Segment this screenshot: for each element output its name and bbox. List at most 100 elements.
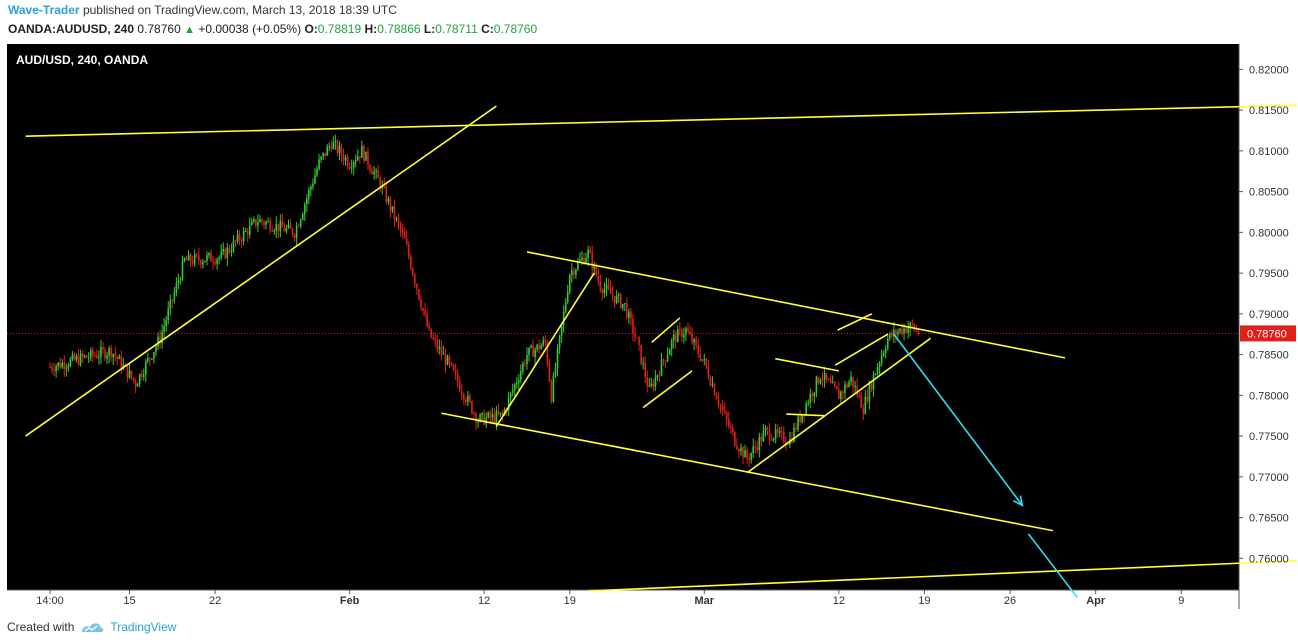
candle-body (491, 413, 494, 418)
candle-body (587, 249, 589, 259)
candle-body (456, 373, 459, 383)
candle-body (658, 375, 661, 377)
candle-body (426, 314, 428, 327)
candle-body (493, 413, 496, 423)
candle-body (253, 219, 255, 222)
candle-body (71, 354, 74, 360)
candle-body (405, 238, 408, 245)
candle-body (138, 374, 141, 385)
author-link[interactable]: Wave-Trader (8, 3, 80, 17)
candle-body (764, 428, 767, 432)
chart-area[interactable]: 0.78760 0.82000 0.81500 0.81000 0.80500 0.80… (7, 44, 1297, 609)
tradingview-link[interactable]: TradingView (110, 620, 177, 634)
candle-body (67, 365, 70, 368)
candle-body (385, 186, 388, 202)
candle-body (185, 258, 188, 261)
candle-body (479, 414, 481, 422)
candle-body (316, 168, 318, 176)
candle-body (318, 159, 320, 169)
candle-body (876, 367, 879, 374)
candle-body (61, 362, 64, 368)
candle-body (687, 328, 689, 332)
candle-body (583, 257, 585, 264)
candle-body (917, 330, 920, 334)
candle-body (799, 416, 801, 423)
candle-body (132, 377, 135, 381)
candle-body (92, 350, 94, 356)
candle-body (797, 416, 799, 430)
candle-body (409, 256, 412, 269)
plot-background[interactable] (7, 44, 1239, 590)
price-tick-label: 0.82000 (1249, 64, 1289, 76)
candle-body (817, 377, 820, 384)
candle-body (677, 329, 679, 343)
candle-body (183, 258, 186, 261)
candle-body (285, 227, 288, 232)
candle-body (181, 260, 184, 280)
candle-body (723, 410, 726, 413)
candle-body (365, 151, 367, 161)
candle-body (742, 447, 744, 458)
candle-body (595, 264, 598, 275)
candle-body (632, 318, 634, 334)
candle-body (169, 299, 172, 309)
candle-body (422, 308, 424, 311)
projection-arrow-head (1013, 495, 1024, 507)
candle-body (868, 383, 871, 402)
candle-body (650, 383, 653, 386)
price-chart[interactable]: 0.78760 0.82000 0.81500 0.81000 0.80500 0.80… (7, 44, 1297, 609)
candle-body (303, 204, 306, 215)
candle-body (891, 332, 893, 337)
candle-body (886, 338, 889, 349)
candle-body (746, 450, 748, 460)
candle-body (354, 160, 357, 163)
time-axis[interactable] (7, 590, 1239, 609)
candle-body (601, 290, 604, 294)
candle-body (471, 401, 473, 414)
candle-body (823, 373, 826, 381)
candle-body (597, 274, 600, 281)
candle-body (778, 431, 781, 433)
candle-body (846, 384, 848, 387)
candle-body (573, 270, 575, 275)
candle-body (220, 251, 223, 258)
candle-body (81, 353, 84, 357)
candle-body (634, 333, 636, 338)
trendline (642, 370, 693, 409)
candle-body (208, 252, 210, 256)
candle-body (829, 379, 832, 383)
price-ticks: 0.82000 0.81500 0.81000 0.80500 0.80000 0.795… (1239, 64, 1289, 565)
candle-body (511, 390, 514, 393)
candle-body (314, 175, 316, 184)
candle-body (322, 152, 324, 157)
candle-body (717, 399, 720, 405)
candle-body (326, 146, 329, 156)
candle-body (621, 303, 624, 308)
candle-body (866, 396, 869, 402)
candle-body (126, 365, 129, 378)
candle-body (880, 355, 883, 364)
candle-body (585, 258, 587, 264)
candle-body (640, 344, 642, 364)
candle-body (363, 146, 365, 161)
created-with-text: Created with (7, 620, 75, 634)
candle-body (689, 331, 691, 334)
candle-body (697, 344, 699, 354)
time-tick-label: 19 (918, 595, 930, 607)
candle-body (257, 222, 259, 226)
candle-body (428, 326, 430, 329)
candle-body (373, 171, 375, 175)
published-text: published on TradingView.com, March 13, … (82, 3, 397, 17)
candle-body (854, 386, 856, 388)
open-value: 0.78819 (317, 22, 362, 36)
candle-body (397, 218, 400, 224)
drawings-group (25, 104, 1297, 598)
candle-body (173, 292, 176, 301)
candle-body (369, 165, 371, 171)
candle-body (638, 337, 640, 345)
candle-body (149, 357, 151, 359)
candle-body (202, 262, 204, 265)
candle-body (424, 310, 426, 315)
candle-body (130, 370, 133, 378)
candle-body (787, 443, 789, 445)
